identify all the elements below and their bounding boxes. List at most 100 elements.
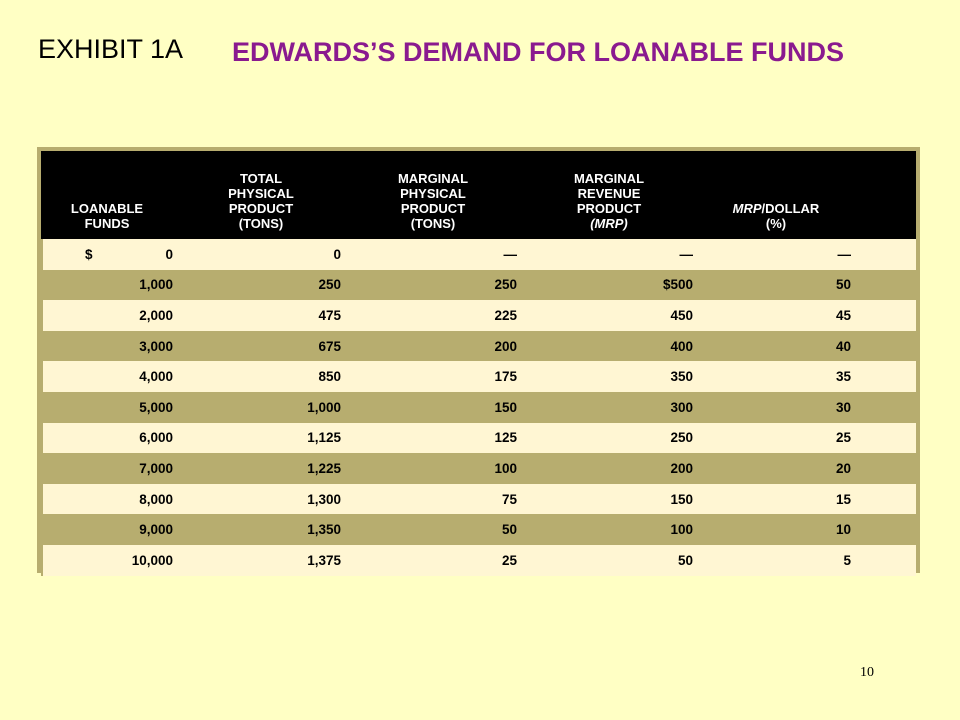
funds-value: 10,000 — [131, 552, 173, 568]
cell-mrp-per-dollar: 30 — [701, 391, 859, 423]
table-row: 5,000 1,000 150 300 30 — [41, 391, 916, 423]
exhibit-label: EXHIBIT 1A — [38, 34, 184, 64]
cell-loanable-funds: 7,000 — [41, 453, 181, 484]
cell-total-physical-product: 0 — [181, 239, 349, 270]
table-row: 1,000 250 250 $500 50 — [41, 269, 916, 301]
cell-mrp-per-dollar: 50 — [701, 269, 859, 301]
cell-marginal-physical-product: 75 — [349, 483, 525, 515]
funds-value: 4,000 — [139, 369, 173, 385]
header-line: REVENUE — [577, 186, 641, 201]
cell-spacer — [859, 391, 916, 423]
cell-marginal-physical-product: 225 — [349, 300, 525, 331]
cell-marginal-revenue-product: 300 — [525, 391, 701, 423]
cell-total-physical-product: 1,000 — [181, 391, 349, 423]
funds-value: 0 — [165, 246, 173, 262]
cell-marginal-physical-product: 25 — [349, 544, 525, 576]
data-table-frame: LOANABLE FUNDS TOTAL PHYSICAL PRODUCT (T… — [37, 147, 920, 576]
header-loanable-funds: LOANABLE FUNDS — [41, 151, 181, 239]
cell-mrp-per-dollar: 20 — [701, 453, 859, 484]
cell-loanable-funds: 4,000 — [41, 361, 181, 392]
header-line: (TONS) — [238, 216, 284, 231]
header-mrp-italic: MRP — [732, 201, 762, 216]
cell-marginal-revenue-product: $500 — [525, 269, 701, 301]
cell-marginal-physical-product: — — [349, 239, 525, 270]
header-line: TOTAL — [239, 171, 283, 186]
cell-marginal-physical-product: 100 — [349, 453, 525, 484]
funds-value: 2,000 — [139, 307, 173, 323]
table-header-row: LOANABLE FUNDS TOTAL PHYSICAL PRODUCT (T… — [41, 151, 916, 239]
funds-value: 7,000 — [139, 460, 173, 476]
header-line: MARGINAL — [397, 171, 469, 186]
table-row: $0 0— — — — [41, 239, 916, 270]
header-total-physical-product: TOTAL PHYSICAL PRODUCT (TONS) — [181, 151, 349, 239]
cell-marginal-revenue-product: 350 — [525, 361, 701, 392]
cell-total-physical-product: 1,350 — [181, 514, 349, 545]
cell-spacer — [859, 269, 916, 301]
cell-loanable-funds: 10,000 — [41, 544, 181, 576]
table-row: 10,000 1,375 25 50 5 — [41, 544, 916, 576]
cell-spacer — [859, 330, 916, 362]
cell-total-physical-product: 850 — [181, 361, 349, 392]
header-line: LOANABLE — [70, 201, 144, 216]
cell-marginal-physical-product: 250 — [349, 269, 525, 301]
cell-spacer — [859, 361, 916, 392]
cell-mrp-per-dollar: 45 — [701, 300, 859, 331]
table-row: 2,000 475 225 450 45 — [41, 300, 916, 331]
header-line: MARGINAL — [573, 171, 645, 186]
funds-value: 5,000 — [139, 399, 173, 415]
page-number: 10 — [860, 665, 874, 680]
cell-mrp-per-dollar: 35 — [701, 361, 859, 392]
header-line: PHYSICAL — [400, 186, 466, 201]
table-row: 9,000 1,350 50 100 10 — [41, 514, 916, 545]
cell-marginal-revenue-product: 450 — [525, 300, 701, 331]
cell-loanable-funds: 2,000 — [41, 300, 181, 331]
cell-marginal-revenue-product: 250 — [525, 422, 701, 454]
cell-loanable-funds: 1,000 — [41, 269, 181, 301]
funds-value: 8,000 — [139, 491, 173, 507]
table-row: 7,000 1,225 100 200 20 — [41, 453, 916, 484]
cell-mrp-per-dollar: 40 — [701, 330, 859, 362]
header-dollar-text: /DOLLAR — [761, 201, 820, 216]
header-line: MRP/DOLLAR — [701, 201, 851, 216]
cell-marginal-revenue-product: 50 — [525, 544, 701, 576]
cell-spacer — [859, 453, 916, 484]
loanable-funds-table: LOANABLE FUNDS TOTAL PHYSICAL PRODUCT (T… — [41, 151, 916, 576]
cell-total-physical-product: 250 — [181, 269, 349, 301]
funds-value: 9,000 — [139, 522, 173, 538]
cell-marginal-physical-product: 175 — [349, 361, 525, 392]
header-line: PRODUCT — [576, 201, 642, 216]
cell-marginal-physical-product: 50 — [349, 514, 525, 545]
cell-marginal-revenue-product: 400 — [525, 330, 701, 362]
cell-mrp-per-dollar: 10 — [701, 514, 859, 545]
cell-mrp-per-dollar: — — [701, 239, 859, 270]
header-line: PRODUCT — [228, 201, 294, 216]
header-line: PRODUCT — [400, 201, 466, 216]
funds-value: 3,000 — [139, 338, 173, 354]
cell-total-physical-product: 1,125 — [181, 422, 349, 454]
cell-marginal-physical-product: 200 — [349, 330, 525, 362]
funds-value: 1,000 — [139, 277, 173, 293]
cell-spacer — [859, 544, 916, 576]
cell-marginal-revenue-product: 100 — [525, 514, 701, 545]
cell-total-physical-product: 1,225 — [181, 453, 349, 484]
cell-loanable-funds: 5,000 — [41, 391, 181, 423]
cell-mrp-per-dollar: 25 — [701, 422, 859, 454]
cell-marginal-revenue-product: 150 — [525, 483, 701, 515]
cell-total-physical-product: 1,375 — [181, 544, 349, 576]
funds-value: 6,000 — [139, 430, 173, 446]
header-marginal-physical-product: MARGINAL PHYSICAL PRODUCT (TONS) — [349, 151, 525, 239]
table-row: 4,000 850 175 350 35 — [41, 361, 916, 392]
cell-total-physical-product: 475 — [181, 300, 349, 331]
cell-loanable-funds: 3,000 — [41, 330, 181, 362]
header-spacer — [859, 151, 916, 239]
dollar-sign: $ — [85, 246, 93, 262]
cell-spacer — [859, 422, 916, 454]
cell-loanable-funds: 9,000 — [41, 514, 181, 545]
cell-marginal-revenue-product: — — [525, 239, 701, 270]
cell-marginal-physical-product: 125 — [349, 422, 525, 454]
table-row: 6,000 1,125 125 250 25 — [41, 422, 916, 454]
cell-marginal-physical-product: 150 — [349, 391, 525, 423]
header-marginal-revenue-product: MARGINAL REVENUE PRODUCT (MRP) — [525, 151, 701, 239]
header-line: (TONS) — [410, 216, 456, 231]
cell-total-physical-product: 1,300 — [181, 483, 349, 515]
